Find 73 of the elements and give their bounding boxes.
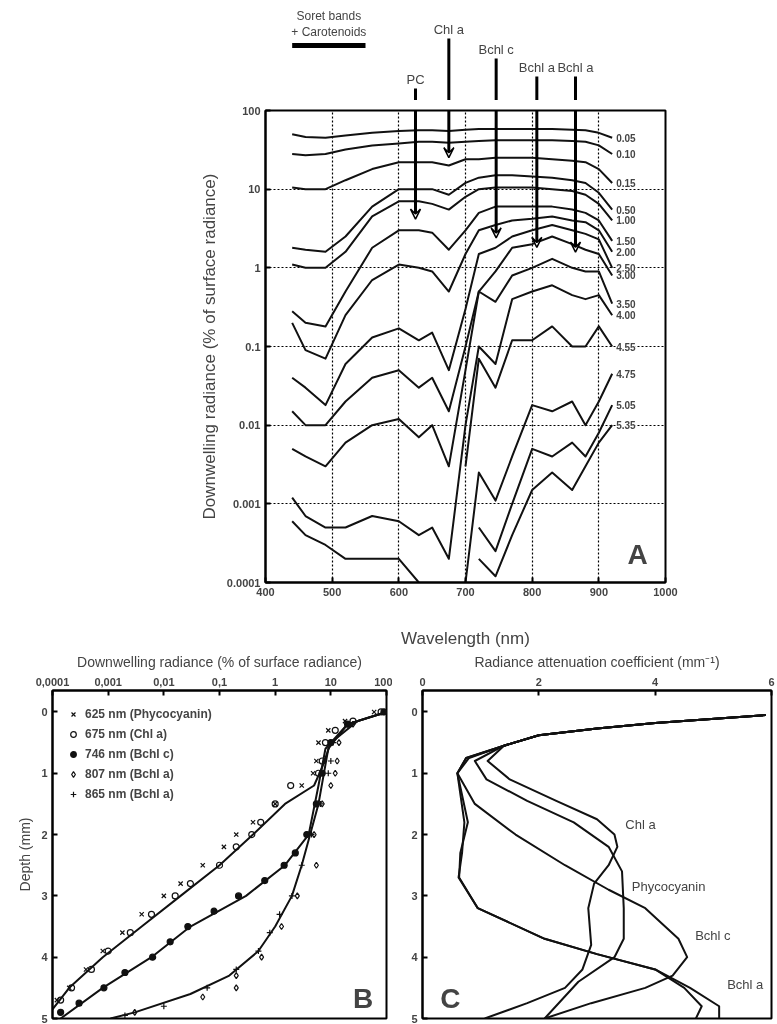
series-label: 3.00 (616, 270, 637, 282)
x-tick-label: 1 (272, 675, 279, 688)
x-tick-label: 800 (522, 585, 542, 598)
x-tick-label: 700 (456, 585, 475, 598)
legend-label: 625 nm (Phycocyanin) (85, 707, 212, 721)
y-tick-label: 0 (411, 705, 418, 718)
x-axis-title: Radiance attenuation coefficient (mm⁻¹) (474, 653, 720, 670)
x-tick-label: 0,0001 (35, 675, 70, 688)
legend-label: 807 nm (Bchl a) (85, 767, 174, 781)
series-label: 1.50 (616, 235, 637, 247)
legend-label: 746 nm (Bchl c) (85, 747, 174, 761)
annotation: A (627, 538, 648, 570)
legend-label: 675 nm (Chl a) (85, 727, 168, 741)
x-tick-label: 900 (589, 585, 609, 598)
y-tick-label: 5 (41, 1012, 48, 1024)
y-tick-label: 3 (41, 889, 48, 902)
y-tick-label: 10 (248, 183, 261, 196)
x-tick-label: 600 (389, 585, 409, 598)
x-tick-label: 2 (535, 675, 542, 688)
series-label: 0.10 (616, 148, 637, 160)
y-tick-label: 4 (411, 951, 419, 964)
series-label: 4.75 (616, 368, 637, 380)
series-label: 1.00 (616, 215, 637, 227)
series-label: 0.50 (616, 204, 637, 216)
y-tick-label: 2 (411, 828, 418, 841)
series-label: 0.15 (616, 177, 637, 189)
y-tick-label: 2 (41, 828, 48, 841)
series-label: 2.50 (616, 262, 637, 274)
x-axis-title: Wavelength (nm) (401, 628, 530, 648)
y-tick-label: 0.001 (232, 497, 261, 510)
series-label: 0.05 (616, 132, 637, 144)
series-label: 5.35 (616, 420, 637, 432)
x-tick-label: 0,01 (153, 675, 175, 688)
text: PC (406, 71, 425, 87)
text: Bchl a (557, 59, 595, 75)
series-label: 3.50 (616, 298, 637, 310)
x-tick-label: 0,001 (94, 675, 122, 688)
x-tick-label: 4 (652, 675, 660, 688)
y-tick-label: 0.01 (239, 419, 261, 432)
x-tick-label: 0,1 (211, 675, 228, 688)
y-tick-label: 3 (411, 889, 418, 902)
x-tick-label: 1000 (653, 585, 678, 598)
y-tick-label: 0.1 (245, 340, 261, 353)
series-label: Bchl a (727, 976, 765, 992)
y-tick-label: 0 (41, 705, 48, 718)
x-tick-label: 0 (419, 675, 426, 688)
series-label: Bchl c (695, 927, 732, 943)
legend-label: 865 nm (Bchl a) (85, 787, 174, 801)
series-label: 4.55 (616, 341, 637, 353)
y-tick-label: 100 (242, 104, 261, 117)
text: Soret bands + Carotenoids (291, 8, 367, 40)
y-axis-title: Depth (mm) (17, 817, 34, 892)
y-tick-label: 1 (411, 767, 418, 780)
series-label: 2.00 (616, 246, 637, 258)
x-tick-label: 500 (322, 585, 342, 598)
y-tick-label: 5 (411, 1012, 418, 1024)
series-label: Chl a (625, 817, 657, 833)
y-tick-label: 4 (41, 951, 49, 964)
series-label: 4.00 (616, 310, 637, 322)
text: Chl a (433, 21, 465, 37)
annotation: C (440, 983, 461, 1015)
y-axis-title: Downwelling radiance (% of surface radiance) (199, 173, 219, 520)
text: Bchl a (518, 59, 556, 75)
x-tick-label: 100 (374, 675, 393, 688)
annotation: B (353, 983, 374, 1015)
series-label: 5.05 (616, 400, 637, 412)
series-label: Phycocyanin (631, 878, 706, 894)
text: Bchl c (478, 41, 515, 57)
x-axis-title: Downwelling radiance (% of surface radiance) (77, 653, 362, 670)
y-tick-label: 1 (254, 261, 261, 274)
x-tick-label: 10 (324, 675, 337, 688)
x-tick-label: 6 (768, 675, 775, 688)
y-tick-label: 1 (41, 767, 48, 780)
